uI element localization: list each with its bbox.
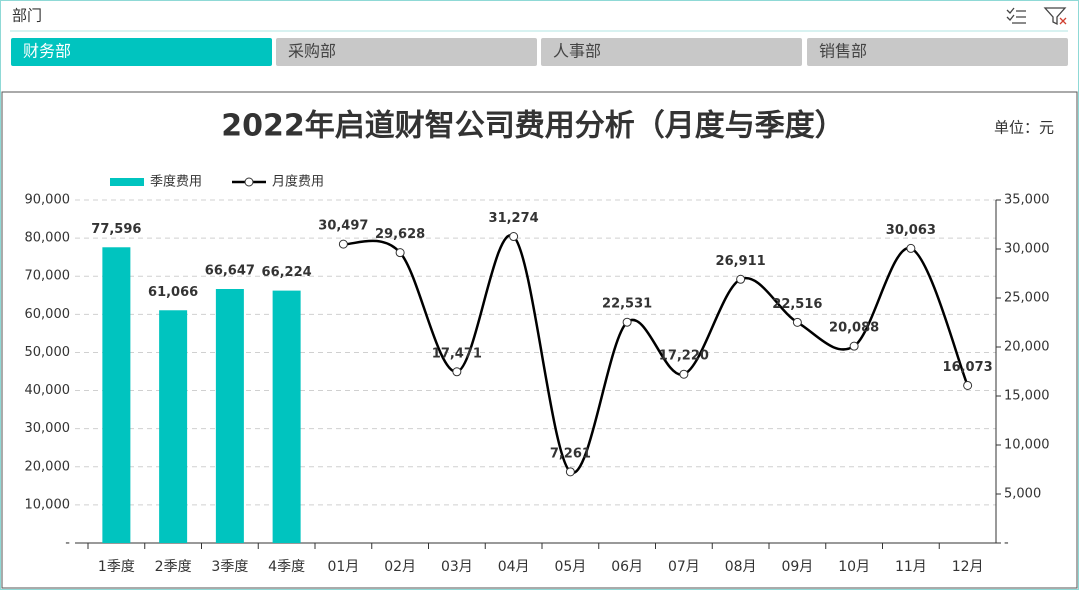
y2-tick-label: 15,000 [1004,389,1050,404]
x-tick-label: 2季度 [155,559,192,575]
line-point [395,248,405,258]
data-label: 17,471 [432,346,482,361]
data-label: 66,224 [262,265,312,280]
x-tick-label: 09月 [781,559,813,575]
y-tick-label: 60,000 [25,307,71,322]
legend-label: 月度费用 [272,174,324,190]
y-tick-label: - [65,536,70,551]
y2-tick-label: 30,000 [1004,242,1050,257]
bar [102,247,131,544]
slicer-button-label: 采购部 [288,42,336,61]
data-label: 22,531 [602,297,652,312]
y-tick-label: 90,000 [25,193,71,208]
slicer-title: 部门 [12,7,42,25]
line-point [452,367,462,377]
x-tick-label: 10月 [838,559,870,575]
data-label: 22,516 [772,297,822,312]
slicer-clear-filter-icon[interactable] [1043,7,1067,26]
y2-tick-label: 10,000 [1004,438,1050,453]
y2-tick-label: 20,000 [1004,340,1050,355]
y-tick-label: 30,000 [25,421,71,436]
line-point [679,369,689,379]
line-point [509,232,519,242]
data-label: 66,647 [205,264,255,279]
data-label: 77,596 [91,222,141,237]
y-tick-label: 70,000 [25,269,71,284]
slicer-button-label: 人事部 [553,42,601,61]
line-point [906,243,916,253]
y2-tick-label: 25,000 [1004,291,1050,306]
data-label: 20,088 [829,321,879,336]
data-label: 26,911 [716,254,766,269]
line-point [622,317,632,327]
x-tick-label: 11月 [895,559,927,575]
x-tick-label: 01月 [327,559,359,575]
y-tick-label: 10,000 [25,497,71,512]
bar [215,289,244,543]
y-tick-label: 20,000 [25,459,71,474]
slicer-button-label: 销售部 [819,42,867,61]
unit-label: 单位：元 [994,119,1054,137]
x-tick-label: 1季度 [98,559,135,575]
data-label: 61,066 [148,285,198,300]
x-tick-label: 07月 [668,559,700,575]
slicer-multiselect-icon[interactable] [1006,7,1026,24]
y-tick-label: 40,000 [25,383,71,398]
x-tick-label: 12月 [952,559,984,575]
chart-title: 2022年启道财智公司费用分析（月度与季度） [221,109,845,144]
y2-tick-label: 35,000 [1004,193,1050,208]
data-label: 30,063 [886,223,936,238]
line-point [565,467,575,477]
x-tick-label: 02月 [384,559,416,575]
slicer-button[interactable] [541,38,802,66]
line-point [736,274,746,284]
y-tick-label: 50,000 [25,345,71,360]
y2-tick-label: - [1004,536,1009,551]
data-label: 16,073 [943,360,993,375]
slicer-button[interactable] [11,38,272,66]
slicer-button[interactable] [276,38,537,66]
y-tick-label: 80,000 [25,231,71,246]
data-label: 29,628 [375,227,425,242]
data-label: 31,274 [489,211,539,226]
legend-label: 季度费用 [150,174,202,190]
data-label: 7,261 [550,446,591,461]
line-point [792,317,802,327]
x-tick-label: 03月 [441,559,473,575]
x-tick-label: 04月 [498,559,530,575]
slicer-button[interactable] [807,38,1068,66]
data-label: 30,497 [318,219,368,234]
line-point [849,341,859,351]
line-point [963,380,973,390]
data-label: 17,220 [659,349,709,364]
y2-tick-label: 5,000 [1004,487,1041,502]
x-tick-label: 3季度 [211,559,248,575]
x-tick-label: 06月 [611,559,643,575]
legend-swatch [110,178,144,186]
bar [272,290,301,543]
line-point [338,239,348,249]
x-tick-label: 4季度 [268,559,305,575]
x-tick-label: 05月 [554,559,586,575]
x-tick-label: 08月 [725,559,757,575]
bar [159,310,188,543]
legend-swatch-point [244,177,254,187]
slicer-button-label: 财务部 [23,42,71,61]
